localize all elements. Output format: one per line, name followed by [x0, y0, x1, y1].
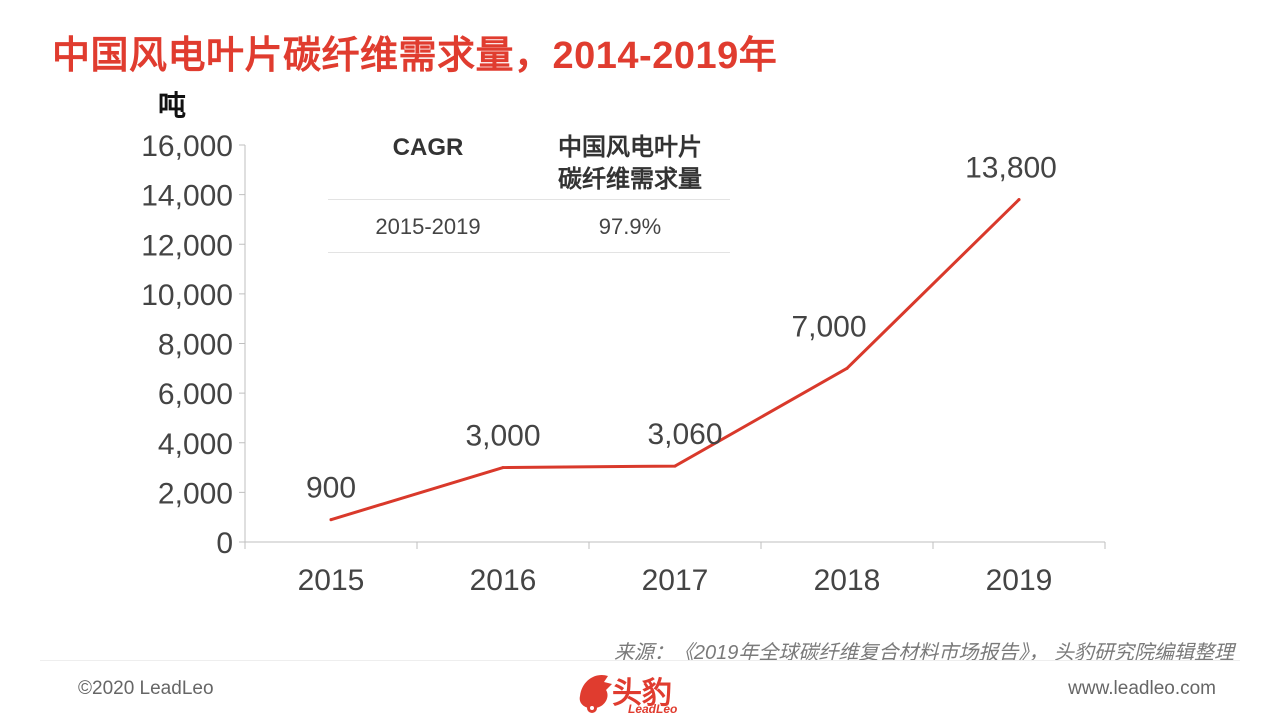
data-point — [329, 518, 333, 522]
data-label: 13,800 — [965, 152, 1057, 185]
cagr-header-metric: 中国风电叶片 碳纤维需求量 — [530, 132, 730, 196]
cagr-header-metric-line1: 中国风电叶片 — [558, 134, 702, 161]
x-tick-label: 2017 — [642, 564, 709, 597]
data-label: 7,000 — [791, 310, 866, 343]
data-point — [673, 464, 677, 468]
x-tick-label: 2016 — [470, 564, 537, 597]
x-axis: 2015 2016 2017 2018 2019 — [244, 541, 1106, 597]
x-tick-label: 2019 — [986, 564, 1053, 597]
data-label: 900 — [306, 472, 356, 505]
x-tick-label: 2018 — [814, 564, 881, 597]
y-axis-unit-label: 吨 — [158, 90, 187, 121]
cagr-period: 2015-2019 — [375, 214, 481, 239]
cagr-header-metric-line2: 碳纤维需求量 — [558, 166, 702, 193]
y-axis: 0 2,000 4,000 6,000 8,000 10,000 12,000 14,000 1… — [141, 130, 246, 560]
y-tick-label: 8,000 — [158, 329, 233, 362]
y-tick-label: 16,000 — [141, 130, 233, 163]
website-link[interactable]: www.leadleo.com — [1068, 678, 1216, 699]
y-tick-label: 12,000 — [141, 229, 233, 262]
cagr-header-label: CAGR — [392, 134, 464, 161]
y-tick-label: 14,000 — [141, 180, 233, 213]
footer-divider — [40, 660, 1240, 661]
data-point — [1017, 198, 1021, 202]
x-tick-label: 2015 — [298, 564, 365, 597]
series-layer — [329, 198, 1021, 522]
data-point — [845, 366, 849, 370]
cagr-bottom-rule — [328, 252, 730, 253]
cagr-header-rule — [328, 199, 730, 200]
copyright-text: ©2020 LeadLeo — [78, 678, 214, 699]
data-point — [501, 466, 505, 470]
y-tick-label: 0 — [216, 527, 233, 560]
logo-subtext: LeadLeo — [628, 702, 678, 716]
data-label-layer: 900 3,000 3,060 7,000 13,800 — [306, 152, 1057, 505]
cagr-value: 97.9% — [598, 214, 662, 239]
leadleo-logo-icon — [579, 674, 612, 713]
data-label: 3,060 — [647, 418, 722, 451]
source-note: 来源：《2019年全球碳纤维复合材料市场报告》， 头豹研究院编辑整理 — [613, 642, 1234, 664]
chart-title: 中国风电叶片碳纤维需求量，2014-2019年 — [52, 35, 778, 77]
y-tick-label: 4,000 — [158, 428, 233, 461]
data-label: 3,000 — [465, 420, 540, 453]
y-tick-label: 2,000 — [158, 477, 233, 510]
series-line — [329, 198, 1021, 522]
y-tick-label: 10,000 — [141, 279, 233, 312]
y-tick-label: 6,000 — [158, 378, 233, 411]
logo-text: 头豹 — [612, 677, 672, 710]
